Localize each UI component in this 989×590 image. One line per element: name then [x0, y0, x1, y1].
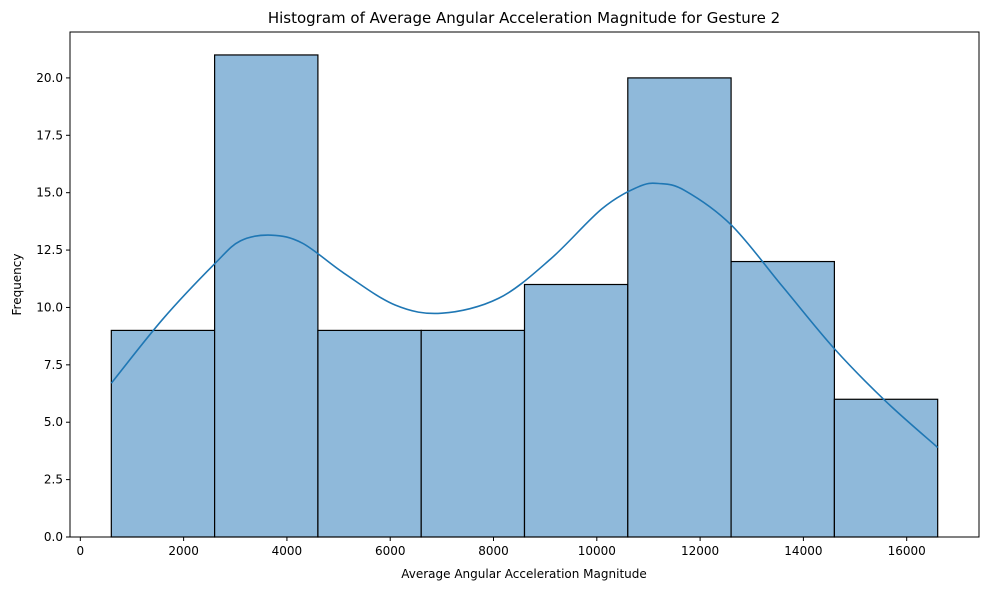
x-tick-label: 16000 — [888, 544, 926, 558]
histogram-bar — [317, 329, 422, 538]
x-axis-ticks: 0 2000 4000 6000 8000 10000 12000 14000 16000 — [77, 537, 926, 558]
x-tick-label: 8000 — [478, 544, 509, 558]
x-tick-label: 14000 — [784, 544, 822, 558]
y-tick-label: 7.5 — [44, 358, 63, 372]
histogram-bar — [730, 260, 835, 538]
y-tick-label: 20.0 — [36, 71, 63, 85]
x-tick-label: 4000 — [272, 544, 303, 558]
x-tick-label: 6000 — [375, 544, 406, 558]
y-tick-label: 2.5 — [44, 473, 63, 487]
histogram-bar — [110, 329, 216, 538]
x-tick-label: 2000 — [168, 544, 199, 558]
histogram-bar — [214, 54, 319, 538]
y-tick-label: 17.5 — [36, 128, 63, 142]
y-tick-label: 10.0 — [36, 300, 63, 314]
x-tick-label: 12000 — [681, 544, 719, 558]
y-tick-label: 12.5 — [36, 243, 63, 257]
x-tick-label: 10000 — [578, 544, 616, 558]
kde-curve — [110, 182, 939, 449]
x-axis-label: Average Angular Acceleration Magnitude — [401, 567, 647, 581]
histogram-bar — [833, 398, 939, 538]
y-tick-label: 5.0 — [44, 415, 63, 429]
y-tick-label: 0.0 — [44, 530, 63, 544]
histogram-bar — [420, 329, 526, 538]
y-axis-label: Frequency — [10, 254, 24, 316]
y-tick-label: 15.0 — [36, 186, 63, 200]
plot-frame — [69, 31, 980, 538]
histogram-bar — [627, 77, 732, 538]
x-tick-label: 0 — [77, 544, 85, 558]
y-axis-ticks: 0.0 2.5 5.0 7.5 10.0 12.5 15.0 17.5 20.0 — [36, 71, 70, 544]
chart-title: Histogram of Average Angular Acceleratio… — [268, 9, 780, 27]
histogram-bar — [523, 283, 629, 538]
histogram-bars — [110, 54, 939, 538]
